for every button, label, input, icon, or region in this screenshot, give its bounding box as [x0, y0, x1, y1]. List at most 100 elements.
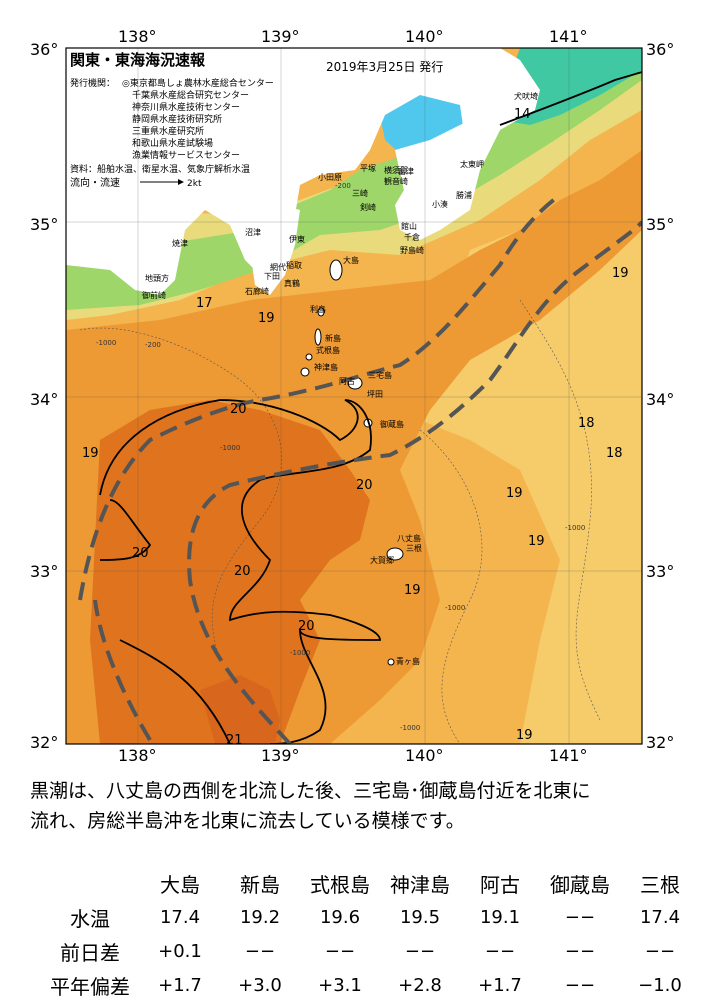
svg-text:20: 20 — [356, 478, 373, 493]
table-cell: +2.8 — [398, 974, 442, 996]
svg-text:-1000: -1000 — [290, 649, 310, 657]
sea-temperature-map: 14 17 19 20 20 20 20 20 19 19 18 18 19 1… — [65, 47, 643, 748]
svg-text:20: 20 — [132, 546, 149, 561]
hot-spot-zone — [200, 675, 280, 744]
svg-text:18: 18 — [606, 446, 623, 461]
svg-text:-200: -200 — [335, 182, 351, 190]
lat-tick-36-left: 36° — [30, 40, 59, 59]
svg-text:網代: 網代 — [270, 262, 286, 272]
table-cell: 19.2 — [239, 906, 281, 928]
lat-tick-35-right: 35° — [646, 215, 675, 234]
svg-text:石廊崎: 石廊崎 — [245, 286, 269, 296]
svg-text:14: 14 — [514, 107, 531, 122]
lat-tick-34-left: 34° — [30, 390, 59, 409]
table-cell: +3.0 — [238, 974, 282, 996]
svg-text:新島: 新島 — [325, 333, 341, 343]
table-cell: −− — [644, 940, 676, 962]
table-cell: +1.7 — [478, 974, 522, 996]
table-cell: −− — [564, 974, 596, 996]
svg-text:◎東京都島しょ農林水産総合センター: ◎東京都島しょ農林水産総合センター — [122, 77, 274, 89]
svg-text:三宅島: 三宅島 — [368, 370, 392, 380]
isotherms — [99, 71, 642, 744]
svg-text:19: 19 — [506, 486, 523, 501]
summary-line-1: 黒潮は、八丈島の西側を北流した後、三宅島･御蔵島付近を北東に — [30, 780, 591, 802]
boso-peninsula-land — [395, 105, 505, 235]
oshima-island — [329, 259, 343, 281]
table-cell: 19.5 — [399, 906, 441, 928]
data-sources: 資料：船舶水温、衛星水温、気象庁解析水温 — [70, 163, 250, 175]
lon-tick-141-bottom: 141° — [549, 746, 588, 765]
toshima-island — [317, 307, 325, 317]
svg-text:御蔵島: 御蔵島 — [380, 419, 404, 429]
svg-text:18: 18 — [578, 416, 595, 431]
lat-tick-34-right: 34° — [646, 390, 675, 409]
svg-text:伊東: 伊東 — [289, 234, 305, 244]
svg-text:平塚: 平塚 — [360, 164, 376, 173]
table-cell: −− — [404, 940, 436, 962]
lon-tick-140-top: 140° — [405, 27, 444, 46]
hachijojima-island — [386, 547, 404, 561]
warm-core-zone — [90, 400, 370, 744]
svg-text:犬吠埼: 犬吠埼 — [514, 91, 538, 101]
table-row: 水温 17.4 19.2 19.6 19.5 19.1 −− 17.4 — [40, 900, 700, 934]
svg-text:-200: -200 — [145, 341, 161, 349]
svg-text:地頭方: 地頭方 — [145, 273, 169, 283]
table-header-row: 大島 新島 式根島 神津島 阿古 御蔵島 三根 — [40, 866, 700, 900]
svg-text:19: 19 — [258, 311, 275, 326]
observation-table: 大島 新島 式根島 神津島 阿古 御蔵島 三根 水温 17.4 19.2 19.… — [40, 866, 700, 1002]
table-cell: −− — [564, 906, 596, 928]
aogashima-island — [387, 658, 395, 666]
lon-tick-140-bottom: 140° — [405, 746, 444, 765]
table-cell: −− — [324, 940, 356, 962]
row-label: 前日差 — [60, 940, 120, 965]
lon-tick-141-top: 141° — [549, 27, 588, 46]
svg-text:式根島: 式根島 — [316, 345, 340, 355]
svg-text:-1000: -1000 — [565, 524, 585, 532]
column-header: 大島 — [160, 872, 200, 897]
svg-text:19: 19 — [612, 266, 629, 281]
svg-text:静岡県水産技術研究所: 静岡県水産技術研究所 — [132, 113, 222, 125]
lat-tick-36-right: 36° — [646, 40, 675, 59]
svg-text:小湊: 小湊 — [432, 199, 448, 209]
svg-text:神奈川県水産技術センター: 神奈川県水産技術センター — [132, 101, 240, 113]
svg-text:剣崎: 剣崎 — [360, 202, 376, 212]
svg-text:三根: 三根 — [406, 543, 422, 553]
isotherm-labels: 14 17 19 20 20 20 20 20 19 19 18 18 19 1… — [82, 107, 629, 748]
lat-tick-35-left: 35° — [30, 215, 59, 234]
svg-text:-1000: -1000 — [400, 724, 420, 732]
table-cell: 19.1 — [479, 906, 521, 928]
svg-text:館山: 館山 — [401, 221, 417, 231]
svg-text:和歌山県水産試験場: 和歌山県水産試験場 — [132, 137, 213, 149]
depth-contours — [79, 299, 601, 744]
svg-text:大島: 大島 — [343, 255, 359, 265]
column-header: 阿古 — [480, 872, 520, 897]
issue-date: 2019年3月25日 発行 — [326, 60, 443, 74]
svg-text:大賀郷: 大賀郷 — [370, 555, 394, 565]
svg-text:21: 21 — [226, 733, 243, 748]
depth-labels: -1000 -200 -1000 -1000 -1000 -1000 -1000… — [96, 182, 585, 732]
svg-text:真鶴: 真鶴 — [284, 278, 300, 288]
place-labels: 大島 利島 新島 式根島 神津島 三宅島 阿古 坪田 御蔵島 八丈島 大賀郷 三… — [142, 91, 538, 666]
lat-tick-33-left: 33° — [30, 562, 59, 581]
svg-text:下田: 下田 — [264, 272, 280, 281]
svg-text:三重県水産研究所: 三重県水産研究所 — [132, 125, 204, 137]
map-grid — [66, 48, 642, 744]
svg-text:20: 20 — [234, 564, 251, 579]
svg-text:稲取: 稲取 — [286, 260, 302, 270]
svg-text:20: 20 — [298, 619, 315, 634]
table-cell: −1.0 — [638, 974, 682, 996]
svg-text:沼津: 沼津 — [245, 227, 261, 237]
svg-text:20: 20 — [230, 402, 247, 417]
table-cell: 17.4 — [159, 906, 201, 928]
table-row: 平年偏差 +1.7 +3.0 +3.1 +2.8 +1.7 −− −1.0 — [40, 968, 700, 1002]
row-label: 平年偏差 — [50, 974, 130, 999]
svg-text:三崎: 三崎 — [352, 188, 368, 198]
svg-text:焼津: 焼津 — [172, 238, 188, 248]
svg-text:阿古: 阿古 — [339, 376, 355, 386]
agencies-label: 発行機関： — [70, 77, 115, 89]
map-title: 関東・東海海況速報 — [70, 51, 206, 69]
table-cell: 17.4 — [639, 906, 681, 928]
table-cell: −− — [564, 940, 596, 962]
svg-text:横須賀: 横須賀 — [384, 165, 408, 175]
table-cell: 19.6 — [319, 906, 361, 928]
